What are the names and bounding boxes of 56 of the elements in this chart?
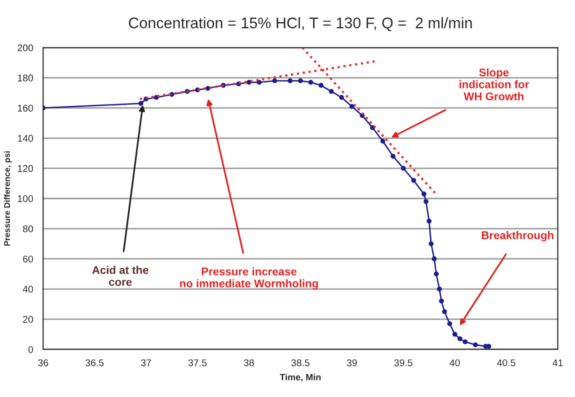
y-tick-label: 180 [18, 74, 34, 82]
x-tick-label: 41 [552, 359, 563, 366]
x-axis-title: Time, Min [280, 374, 321, 382]
x-tick-label: 40.5 [497, 359, 516, 366]
point [426, 218, 432, 224]
point [422, 192, 426, 196]
y-tick-label: 100 [18, 195, 34, 202]
point [288, 78, 293, 84]
point [424, 199, 428, 204]
point [339, 94, 344, 100]
chart-title: Concentration = 15% HCl, T = 130 F, Q = 2 ml/min [128, 17, 472, 32]
point [308, 80, 314, 85]
point [442, 309, 447, 314]
annotation: Breakthrough [482, 231, 554, 242]
y-axis-title: Pressure Difference, psi [4, 151, 12, 246]
point [428, 241, 434, 246]
annotation: Slope indication for WH Growth [460, 68, 529, 100]
annotation: Acid at the core [92, 266, 148, 286]
y-tick-label: 40 [22, 286, 34, 293]
point [411, 178, 416, 183]
point [380, 138, 386, 144]
point [138, 101, 144, 106]
y-tick-label: 120 [18, 165, 34, 172]
point [434, 272, 439, 276]
y-tick-label: 80 [23, 225, 34, 232]
point [349, 104, 354, 109]
x-tick-label: 40 [450, 359, 460, 366]
point [318, 82, 324, 88]
y-tick-label: 60 [23, 256, 34, 262]
x-tick-label: 36 [38, 359, 48, 366]
y-tick-label: 200 [18, 44, 34, 52]
point [272, 78, 278, 84]
x-tick-label: 37 [141, 359, 151, 366]
y-tick-label: 0 [28, 346, 34, 353]
point [447, 321, 452, 326]
x-tick-label: 39.5 [394, 359, 412, 366]
point [458, 336, 462, 342]
point [472, 342, 478, 348]
annotation: Pressure increase no immediate Wormholing [180, 267, 318, 290]
point [400, 166, 406, 171]
point [390, 154, 396, 159]
x-tick-label: 38.5 [291, 359, 310, 366]
point [432, 256, 437, 262]
point [328, 88, 334, 94]
x-tick-label: 38 [244, 359, 254, 366]
y-tick-label: 20 [23, 316, 34, 323]
point [439, 298, 444, 304]
y-tick-label: 140 [18, 134, 34, 142]
point [298, 78, 303, 84]
y-tick-label: 160 [18, 104, 34, 112]
x-tick-label: 36.5 [86, 359, 104, 366]
x-tick-label: 39 [346, 359, 357, 366]
point [462, 339, 468, 344]
point [452, 332, 458, 337]
x-tick-label: 37.5 [188, 359, 207, 366]
point [436, 286, 442, 292]
